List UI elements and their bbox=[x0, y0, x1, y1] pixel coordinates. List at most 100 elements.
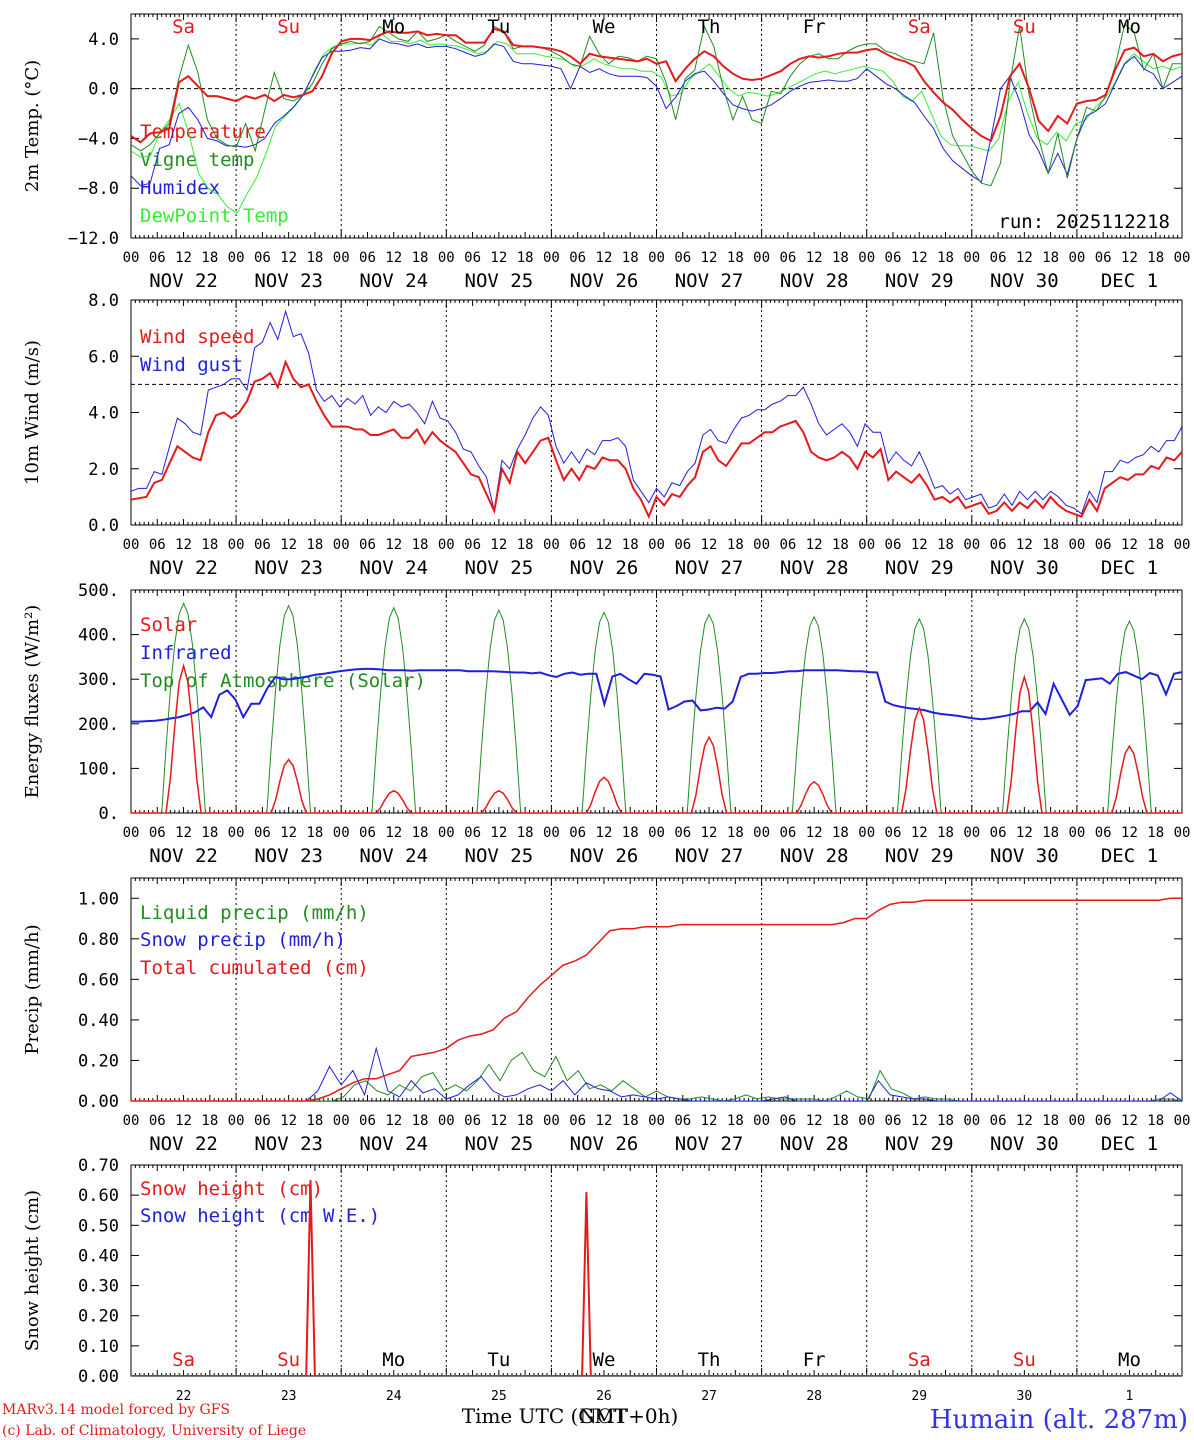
legend-entry: Snow height (cm) bbox=[140, 1178, 323, 1200]
legend-entry: Liquid precip (mm/h) bbox=[140, 902, 369, 924]
date-label: NOV 26 bbox=[570, 1133, 639, 1155]
run-label: run: 2025112218 bbox=[998, 211, 1170, 233]
hour-label: 00 bbox=[1068, 537, 1085, 553]
y-tick-label: 0.40 bbox=[78, 1246, 119, 1266]
hour-label: 06 bbox=[464, 825, 481, 841]
hour-label: 00 bbox=[438, 250, 455, 266]
date-label: NOV 24 bbox=[359, 557, 428, 579]
hour-label: 12 bbox=[385, 537, 402, 553]
hour-label: 12 bbox=[1016, 537, 1033, 553]
date-label: NOV 27 bbox=[675, 1133, 744, 1155]
hour-label: 12 bbox=[1016, 1113, 1033, 1129]
bottom-day-label: Fr bbox=[803, 1349, 826, 1371]
legend-entry: Vigne temp bbox=[140, 149, 254, 171]
hour-label: 12 bbox=[490, 537, 507, 553]
y-tick-label: 500. bbox=[78, 581, 119, 601]
legend-entry: Humidex bbox=[140, 177, 220, 199]
hour-label: 06 bbox=[254, 537, 271, 553]
hour-label: 18 bbox=[1147, 537, 1164, 553]
hour-label: 00 bbox=[1174, 825, 1191, 841]
date-label: NOV 22 bbox=[149, 270, 218, 292]
hour-label: 18 bbox=[1042, 1113, 1059, 1129]
hour-label: 18 bbox=[832, 537, 849, 553]
hour-label: 12 bbox=[1121, 825, 1138, 841]
series-wind-speed bbox=[131, 359, 1182, 520]
hour-label: 06 bbox=[464, 1113, 481, 1129]
date-label: NOV 23 bbox=[254, 1133, 323, 1155]
hour-label: 18 bbox=[727, 1113, 744, 1129]
hour-label: 12 bbox=[596, 1113, 613, 1129]
hour-label: 06 bbox=[254, 250, 271, 266]
x-axis-title: Time UTC (GMT+0h) bbox=[462, 1404, 679, 1428]
top-day-label: Sa bbox=[908, 16, 931, 38]
hour-label: 00 bbox=[543, 537, 560, 553]
hour-label: 12 bbox=[1016, 825, 1033, 841]
hour-label: 00 bbox=[753, 537, 770, 553]
legend-entry: Wind speed bbox=[140, 326, 254, 348]
hour-label: 00 bbox=[123, 250, 140, 266]
y-tick-label: 8.0 bbox=[88, 291, 119, 311]
hour-label: 12 bbox=[175, 825, 192, 841]
hour-label: 00 bbox=[543, 1113, 560, 1129]
hour-label: 06 bbox=[569, 1113, 586, 1129]
hour-label: 12 bbox=[596, 825, 613, 841]
day-number-label: 29 bbox=[911, 1389, 927, 1404]
y-tick-label: 4.0 bbox=[88, 404, 119, 424]
bottom-day-labels: Sa 22 Su 23 Mo 24 Tu 25 We 26 Th 27 Fr 28 Sa 29 Su 30 Mo 1 bbox=[172, 1349, 1141, 1404]
hour-label: 00 bbox=[858, 250, 875, 266]
hour-label: 06 bbox=[359, 250, 376, 266]
hour-label: 18 bbox=[306, 825, 323, 841]
series-temperature bbox=[131, 27, 1182, 144]
bottom-day-label: Su bbox=[1013, 1349, 1036, 1371]
hour-label: 06 bbox=[569, 825, 586, 841]
hour-label: 00 bbox=[963, 1113, 980, 1129]
series-total-cumulated bbox=[131, 897, 1182, 1101]
hour-label: 06 bbox=[885, 1113, 902, 1129]
hour-label: 18 bbox=[727, 250, 744, 266]
hour-label: 18 bbox=[412, 825, 429, 841]
hour-label: 06 bbox=[674, 250, 691, 266]
date-label: NOV 25 bbox=[465, 270, 534, 292]
y-tick-label: 0.20 bbox=[78, 1307, 119, 1327]
hour-label: 06 bbox=[990, 825, 1007, 841]
hour-label: 00 bbox=[1068, 1113, 1085, 1129]
hour-label: 06 bbox=[990, 1113, 1007, 1129]
day-number-label: 23 bbox=[281, 1389, 297, 1404]
y-tick-label: 400. bbox=[78, 626, 119, 646]
hour-label: 12 bbox=[1016, 250, 1033, 266]
hour-label: 06 bbox=[779, 1113, 796, 1129]
hour-label: 06 bbox=[149, 250, 166, 266]
bottom-day-label: Sa bbox=[908, 1349, 931, 1371]
hour-label: 06 bbox=[1095, 537, 1112, 553]
hour-label: 12 bbox=[175, 250, 192, 266]
flux-ylabel: Energy fluxes (W/m²) bbox=[22, 605, 43, 799]
legend-entry: Solar bbox=[140, 614, 197, 636]
hour-label: 18 bbox=[306, 1113, 323, 1129]
hour-label: 06 bbox=[885, 537, 902, 553]
hour-label: 06 bbox=[569, 537, 586, 553]
hour-label: 18 bbox=[201, 1113, 218, 1129]
hour-label: 00 bbox=[228, 250, 245, 266]
hour-label: 00 bbox=[333, 537, 350, 553]
date-label: NOV 29 bbox=[885, 270, 954, 292]
date-label: NOV 27 bbox=[675, 557, 744, 579]
y-tick-label: 4.0 bbox=[88, 30, 119, 50]
hour-label: 18 bbox=[517, 250, 534, 266]
y-tick-label: 0.30 bbox=[78, 1277, 119, 1297]
hour-label: 18 bbox=[622, 825, 639, 841]
hour-label: 18 bbox=[1042, 250, 1059, 266]
series-liquid-precip bbox=[131, 1051, 1182, 1101]
snow-panel: 0.70 0.60 0.50 0.40 0.30 0.20 0.10 0.00 Snow hei… bbox=[22, 1156, 1183, 1387]
hour-label: 00 bbox=[228, 1113, 245, 1129]
hour-label: 00 bbox=[648, 250, 665, 266]
hour-label: 00 bbox=[543, 250, 560, 266]
date-label: NOV 29 bbox=[885, 557, 954, 579]
date-label: NOV 30 bbox=[990, 1133, 1059, 1155]
hour-label: 12 bbox=[806, 1113, 823, 1129]
hour-label: 06 bbox=[569, 250, 586, 266]
hour-label: 06 bbox=[464, 537, 481, 553]
date-label: NOV 25 bbox=[465, 845, 534, 867]
hour-label: 00 bbox=[123, 537, 140, 553]
hour-label: 12 bbox=[175, 1113, 192, 1129]
hour-label: 18 bbox=[937, 537, 954, 553]
